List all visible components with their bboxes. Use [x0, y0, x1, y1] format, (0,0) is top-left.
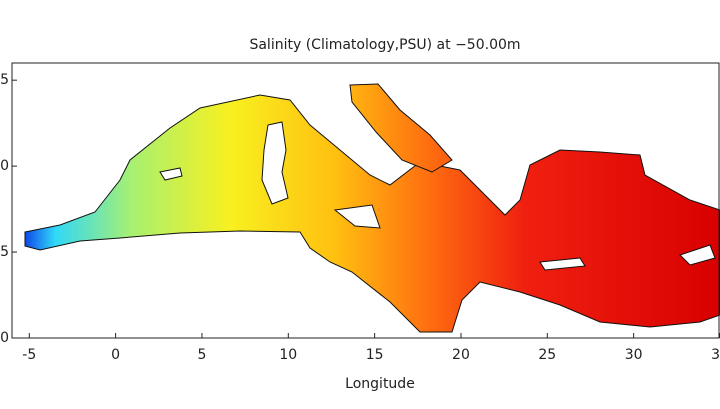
- x-axis-label: Longitude: [345, 376, 415, 392]
- y-tick-label: 40: [0, 158, 9, 174]
- x-tick-label: 25: [538, 347, 556, 363]
- x-tick-label: 0: [111, 347, 120, 363]
- x-tick-label: 30: [625, 347, 643, 363]
- balearic: [159, 167, 183, 181]
- corsica-sardinia: [261, 121, 289, 205]
- cyprus: [679, 244, 716, 266]
- chart-title: Salinity (Climatology,PSU) at −50.00m: [249, 37, 520, 53]
- sea-field: [24, 83, 720, 333]
- x-tick-label: 5: [197, 347, 206, 363]
- plot-frame: [11, 62, 720, 339]
- x-tick-label: 20: [452, 347, 470, 363]
- y-tick-label: 35: [0, 244, 9, 260]
- x-tick-label: 15: [366, 347, 384, 363]
- crete: [539, 257, 586, 271]
- x-tick-label: -5: [22, 347, 36, 363]
- adriatic: [349, 83, 453, 173]
- y-tick-label: 30: [0, 330, 9, 346]
- y-tick-label: 45: [0, 72, 9, 88]
- x-tick-label: 35: [711, 347, 720, 363]
- sicily: [333, 204, 381, 229]
- x-tick-label: 10: [279, 347, 297, 363]
